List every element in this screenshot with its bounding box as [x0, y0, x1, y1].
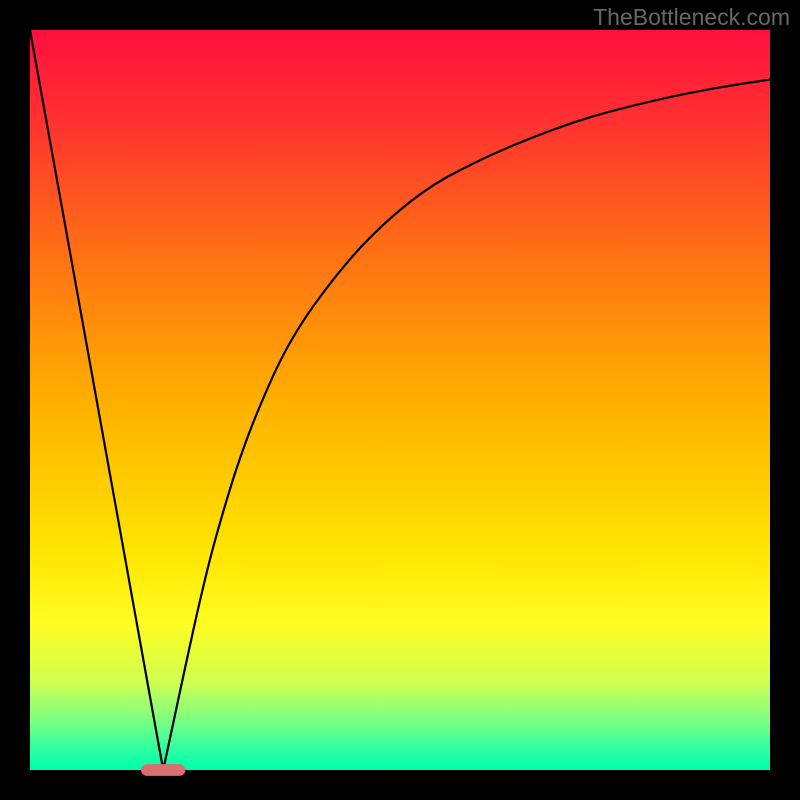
attribution-text: TheBottleneck.com	[593, 4, 790, 31]
plot-background	[30, 30, 770, 770]
bottleneck-chart: TheBottleneck.com	[0, 0, 800, 800]
optimal-marker	[141, 764, 185, 776]
chart-svg	[0, 0, 800, 800]
